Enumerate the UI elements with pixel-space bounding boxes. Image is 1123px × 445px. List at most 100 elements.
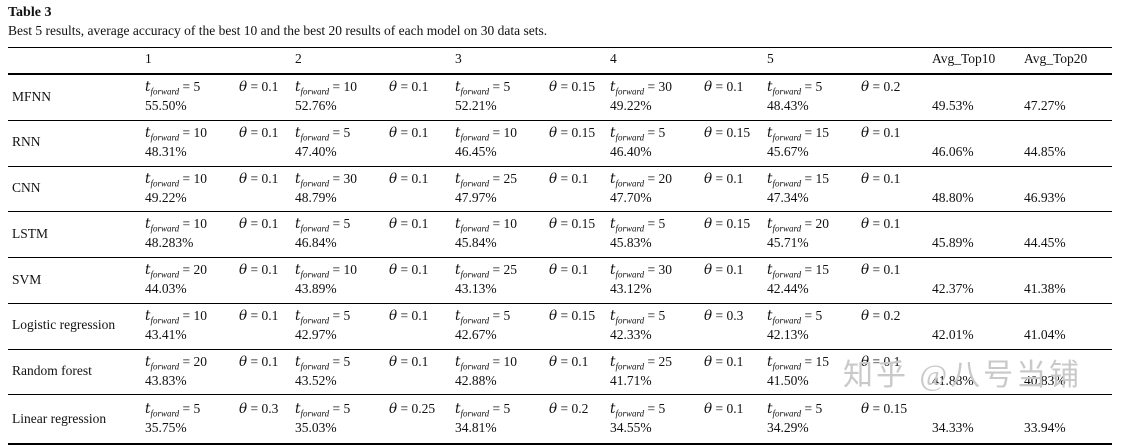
accuracy-value: 41.71% <box>610 372 652 388</box>
param-theta: θ = 0.1 <box>239 307 279 324</box>
result-cell: tforward = 15 θ = 0.1 42.44% <box>765 257 930 304</box>
parameter-line: tforward = 15 θ = 0.1 <box>767 171 928 188</box>
parameter-line: tforward = 5 θ = 0.25 <box>295 401 451 418</box>
parameter-line: tforward = 25 θ = 0.1 <box>455 171 606 188</box>
param-theta: θ = 0.1 <box>549 170 589 187</box>
result-cell: tforward = 5 θ = 0.15 46.40% <box>608 120 765 167</box>
result-cell: tforward = 20 θ = 0.1 45.71% <box>765 211 930 259</box>
avg-top10-value: 42.01% <box>930 303 1022 350</box>
column-header: 1 <box>143 47 293 76</box>
param-theta: θ = 0.1 <box>549 262 589 279</box>
result-cell: tforward = 25 θ = 0.1 41.71% <box>608 349 765 396</box>
param-theta: θ = 0.2 <box>861 307 901 324</box>
table-row: Logistic regression tforward = 10 θ = 0.1 4… <box>8 303 1112 350</box>
table-row: SVM tforward = 20 θ = 0.1 44.03% tforward = … <box>8 257 1112 304</box>
model-column-header <box>8 47 143 76</box>
accuracy-value: 42.13% <box>767 326 809 342</box>
parameter-line: tforward = 30 θ = 0.1 <box>295 171 451 188</box>
param-t-forward: tforward = 5 <box>295 307 351 326</box>
param-t-forward: tforward = 15 <box>767 262 829 280</box>
accuracy-value: 47.34% <box>767 189 809 205</box>
header-row: 1 2 3 4 5 Avg_Top10 Avg_Top20 <box>8 47 1112 76</box>
accuracy-value: 47.97% <box>455 189 497 205</box>
result-cell: tforward = 5 θ = 0.1 55.50% <box>143 74 293 121</box>
accuracy-value: 43.89% <box>295 281 337 297</box>
param-theta: θ = 0.1 <box>389 216 429 233</box>
accuracy-value: 34.81% <box>455 420 497 436</box>
param-t-forward: tforward = 30 <box>610 262 672 280</box>
parameter-line: tforward = 15 θ = 0.1 <box>767 262 928 279</box>
parameter-line: tforward = 10 θ = 0.1 <box>145 125 291 142</box>
param-theta: θ = 0.1 <box>704 79 744 96</box>
column-header: Avg_Top10 <box>930 47 1022 76</box>
param-t-forward: tforward = 5 <box>767 401 823 420</box>
accuracy-value: 34.55% <box>610 420 652 436</box>
param-theta: θ = 0.15 <box>704 216 751 233</box>
table-row: RNN tforward = 10 θ = 0.1 48.31% tforward = … <box>8 120 1112 167</box>
parameter-line: tforward = 30 θ = 0.1 <box>610 79 763 96</box>
result-cell: tforward = 5 θ = 0.1 47.40% <box>293 120 453 167</box>
model-name: Random forest <box>8 349 143 396</box>
avg-top10-value: 42.37% <box>930 257 1022 304</box>
result-cell: tforward = 10 θ = 0.1 42.88% <box>453 349 608 396</box>
parameter-line: tforward = 5 θ = 0.15 <box>455 79 606 96</box>
result-cell: tforward = 5 θ = 0.2 34.81% <box>453 394 608 445</box>
param-t-forward: tforward = 5 <box>295 353 351 372</box>
parameter-line: tforward = 5 θ = 0.3 <box>145 401 291 418</box>
param-theta: θ = 0.1 <box>239 170 279 187</box>
param-theta: θ = 0.15 <box>704 124 751 141</box>
accuracy-value: 35.03% <box>295 420 337 436</box>
param-t-forward: tforward = 25 <box>610 353 672 372</box>
param-theta: θ = 0.2 <box>549 401 589 418</box>
param-theta: θ = 0.15 <box>549 216 596 233</box>
result-cell: tforward = 10 θ = 0.1 52.76% <box>293 74 453 121</box>
param-theta: θ = 0.1 <box>861 216 901 233</box>
accuracy-value: 48.31% <box>145 143 187 159</box>
parameter-line: tforward = 10 θ = 0.1 <box>295 79 451 96</box>
param-theta: θ = 0.1 <box>239 353 279 370</box>
accuracy-value: 52.21% <box>455 98 497 114</box>
param-theta: θ = 0.1 <box>239 216 279 233</box>
result-cell: tforward = 5 θ = 0.25 35.03% <box>293 394 453 445</box>
param-t-forward: tforward = 5 <box>295 124 351 143</box>
result-cell: tforward = 10 θ = 0.1 48.31% <box>143 120 293 167</box>
column-header: 3 <box>453 47 608 76</box>
parameter-line: tforward = 20 θ = 0.1 <box>767 216 928 233</box>
accuracy-value: 43.52% <box>295 372 337 388</box>
param-t-forward: tforward = 20 <box>145 262 207 280</box>
result-cell: tforward = 5 θ = 0.2 42.13% <box>765 303 930 350</box>
param-t-forward: tforward = 5 <box>610 216 666 235</box>
accuracy-value: 42.88% <box>455 372 497 388</box>
param-t-forward: tforward = 10 <box>295 79 357 97</box>
param-theta: θ = 0.2 <box>861 79 901 96</box>
column-header: Avg_Top20 <box>1022 47 1112 76</box>
param-t-forward: tforward = 10 <box>145 307 207 326</box>
result-cell: tforward = 10 θ = 0.1 43.41% <box>143 303 293 350</box>
param-t-forward: tforward = 10 <box>145 124 207 143</box>
parameter-line: tforward = 5 θ = 0.1 <box>610 401 763 418</box>
param-theta: θ = 0.15 <box>549 307 596 324</box>
param-theta: θ = 0.3 <box>704 307 744 324</box>
param-t-forward: tforward = 25 <box>455 170 517 189</box>
column-header: 5 <box>765 47 930 76</box>
parameter-line: tforward = 5 θ = 0.15 <box>610 125 763 142</box>
parameter-line: tforward = 10 θ = 0.15 <box>455 125 606 142</box>
parameter-line: tforward = 10 θ = 0.1 <box>145 171 291 188</box>
avg-top20-value: 33.94% <box>1022 394 1112 445</box>
param-theta: θ = 0.1 <box>389 79 429 96</box>
param-theta: θ = 0.3 <box>239 401 279 418</box>
accuracy-value: 43.83% <box>145 372 187 388</box>
table-row: CNN tforward = 10 θ = 0.1 49.22% tforward = … <box>8 166 1112 213</box>
result-cell: tforward = 10 θ = 0.1 49.22% <box>143 166 293 213</box>
avg-top10-value: 46.06% <box>930 120 1022 167</box>
avg-top10-value: 48.80% <box>930 166 1022 213</box>
parameter-line: tforward = 5 θ = 0.1 <box>295 216 451 233</box>
param-t-forward: tforward = 5 <box>145 401 201 420</box>
parameter-line: tforward = 10 θ = 0.1 <box>145 216 291 233</box>
avg-top20-value: 40.83% <box>1022 349 1112 396</box>
param-t-forward: tforward = 5 <box>610 307 666 326</box>
param-theta: θ = 0.1 <box>239 124 279 141</box>
parameter-line: tforward = 5 θ = 0.1 <box>295 354 451 371</box>
result-cell: tforward = 15 θ = 0.1 41.50% <box>765 349 930 396</box>
param-theta: θ = 0.1 <box>704 353 744 370</box>
